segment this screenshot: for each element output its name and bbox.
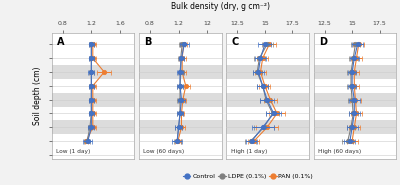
Bar — [226, 65, 309, 79]
Text: High (1 day): High (1 day) — [230, 149, 267, 154]
Bar — [314, 93, 396, 107]
Bar — [139, 93, 222, 107]
Bar — [314, 120, 396, 134]
Text: C: C — [232, 37, 239, 47]
Y-axis label: Soil depth (cm): Soil depth (cm) — [32, 67, 42, 125]
Bar — [226, 120, 309, 134]
Text: D: D — [319, 37, 327, 47]
Bar — [314, 65, 396, 79]
Bar — [52, 65, 134, 79]
Bar — [139, 120, 222, 134]
Bar — [52, 93, 134, 107]
Text: Bulk density (dry, g cm⁻²): Bulk density (dry, g cm⁻²) — [170, 2, 270, 11]
Bar — [52, 120, 134, 134]
Text: Low (60 days): Low (60 days) — [143, 149, 184, 154]
Bar — [226, 93, 309, 107]
Legend: Control, LDPE (0.1%), PAN (0.1%): Control, LDPE (0.1%), PAN (0.1%) — [180, 171, 316, 182]
Text: B: B — [144, 37, 152, 47]
Text: High (60 days): High (60 days) — [318, 149, 361, 154]
Text: Low (1 day): Low (1 day) — [56, 149, 90, 154]
Text: A: A — [57, 37, 64, 47]
Bar — [139, 65, 222, 79]
